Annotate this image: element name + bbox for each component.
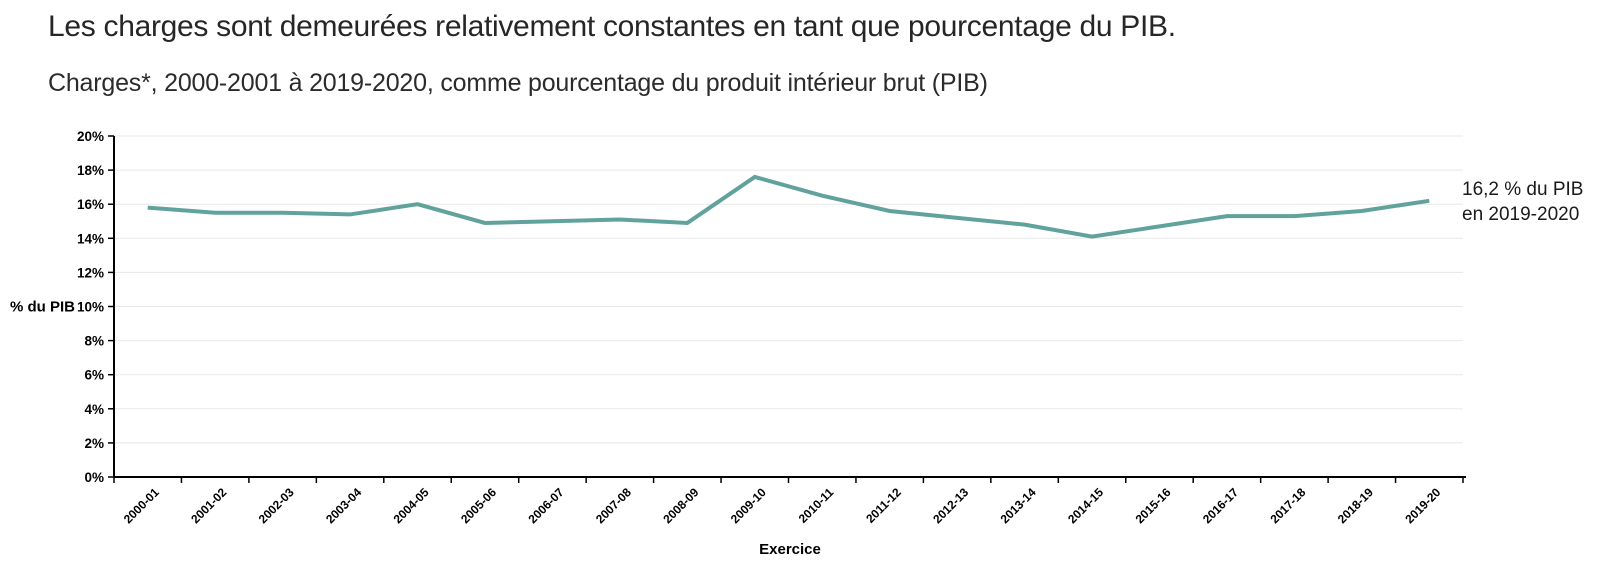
y-axis-tick-label: 12% — [77, 265, 104, 280]
y-axis-tick-label: 14% — [77, 231, 104, 246]
x-axis-tick-label: 2019-20 — [1402, 485, 1443, 526]
y-axis-tick-label: 18% — [77, 163, 104, 178]
x-axis-tick-label: 2016-17 — [1200, 485, 1241, 526]
x-axis-tick-label: 2009-10 — [728, 485, 769, 526]
x-axis-tick-label: 2002-03 — [256, 485, 297, 526]
x-axis-tick-label: 2015-16 — [1133, 485, 1174, 526]
data-label-annotation: 16,2 % du PIB en 2019-2020 — [1462, 177, 1583, 227]
y-axis-tick-label: 4% — [84, 402, 104, 417]
page-title: Les charges sont demeurées relativement … — [48, 10, 1176, 43]
x-axis-title: Exercice — [759, 541, 821, 558]
annotation-line-1: 16,2 % du PIB — [1462, 179, 1584, 200]
x-axis-tick-label: 2000-01 — [121, 485, 162, 526]
annotation-line-2: en 2019-2020 — [1462, 204, 1580, 225]
y-axis-title: % du PIB — [10, 299, 75, 316]
y-axis-tick-label: 20% — [77, 129, 104, 144]
y-axis-tick-label: 8% — [84, 334, 104, 349]
x-axis-tick-label: 2012-13 — [930, 485, 971, 526]
x-axis-tick-label: 2007-08 — [593, 485, 634, 526]
x-axis-tick-label: 2011-12 — [863, 485, 904, 526]
chart-subtitle: Charges*, 2000-2001 à 2019-2020, comme p… — [48, 69, 988, 97]
x-axis-tick-label: 2006-07 — [526, 485, 567, 526]
x-axis-tick-label: 2005-06 — [458, 485, 499, 526]
x-axis-tick-label: 2003-04 — [323, 485, 364, 526]
x-axis-tick-label: 2013-14 — [998, 485, 1039, 526]
y-axis-tick-label: 2% — [84, 436, 104, 451]
x-axis-tick-label: 2008-09 — [660, 485, 701, 526]
y-axis-tick-label: 0% — [84, 470, 104, 485]
x-axis-tick-label: 2010-11 — [796, 485, 837, 526]
y-axis-tick-label: 16% — [77, 197, 104, 212]
y-axis-tick-label: 10% — [77, 300, 104, 315]
y-axis-tick-label: 6% — [84, 368, 104, 383]
x-axis-tick-label: 2018-19 — [1335, 485, 1376, 526]
x-axis-tick-label: 2017-18 — [1267, 485, 1308, 526]
series-line-charges — [147, 174, 1430, 239]
x-axis-tick-label: 2004-05 — [391, 485, 432, 526]
x-axis-tick-label: 2014-15 — [1065, 485, 1106, 526]
x-axis-tick-label: 2001-02 — [188, 485, 229, 526]
